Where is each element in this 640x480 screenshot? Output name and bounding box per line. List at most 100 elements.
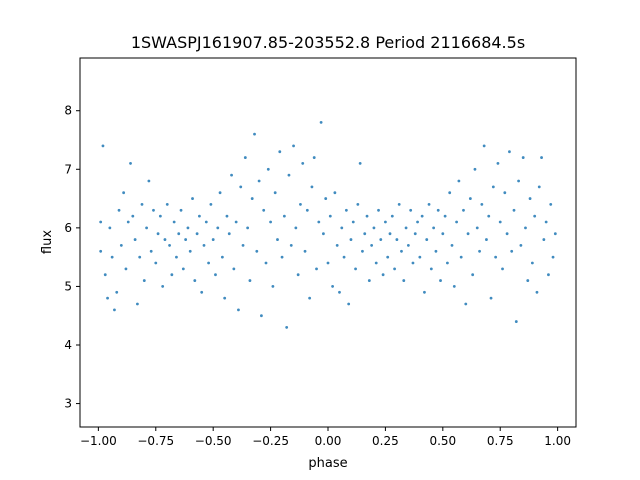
x-axis: −1.00 −0.75 −0.50 −0.25 0.00 0.25 0.50 0.75 1.00	[80, 427, 571, 448]
plot-frame	[79, 57, 577, 428]
data-point	[423, 290, 426, 294]
data-point	[193, 279, 197, 282]
data-point	[381, 273, 385, 277]
data-point	[223, 296, 227, 300]
data-point	[108, 226, 112, 230]
data-point	[468, 197, 472, 200]
data-point	[402, 279, 406, 282]
data-point	[354, 267, 357, 271]
data-point	[273, 191, 277, 195]
data-point	[289, 244, 293, 247]
data-point	[152, 208, 155, 212]
data-point	[115, 290, 119, 294]
data-point	[411, 261, 415, 265]
data-point	[138, 255, 142, 259]
x-tick-label: 0.00	[315, 434, 342, 448]
data-point	[110, 255, 114, 259]
data-point	[220, 255, 224, 259]
data-point	[99, 249, 103, 253]
data-point	[227, 232, 231, 236]
data-point	[473, 167, 477, 171]
data-point	[172, 220, 176, 224]
data-point	[514, 320, 518, 323]
data-point	[257, 179, 261, 183]
data-point	[170, 273, 174, 277]
data-point	[165, 203, 169, 206]
data-point	[326, 261, 330, 265]
data-point	[508, 150, 511, 154]
data-point	[175, 255, 178, 259]
data-point	[503, 191, 507, 195]
data-point	[365, 214, 369, 218]
data-point	[225, 214, 229, 218]
data-point	[209, 203, 213, 206]
data-point	[168, 244, 171, 247]
data-point	[517, 179, 520, 183]
data-point	[285, 326, 289, 329]
data-point	[322, 232, 325, 236]
data-point	[489, 296, 493, 300]
data-point	[416, 220, 419, 224]
data-point	[351, 220, 355, 224]
data-point	[255, 249, 259, 253]
y-tick-label: 8	[64, 104, 72, 118]
data-point	[340, 226, 344, 230]
data-point	[498, 220, 502, 224]
data-point	[145, 226, 148, 230]
data-point	[406, 244, 410, 247]
y-tick-label: 3	[64, 397, 72, 411]
data-point	[246, 226, 250, 230]
data-point	[530, 261, 534, 265]
data-point	[429, 267, 433, 271]
x-tick-label: −0.25	[252, 434, 289, 448]
data-point	[478, 249, 481, 253]
x-tick-label: −1.00	[80, 434, 117, 448]
data-point	[533, 214, 537, 218]
data-point	[133, 238, 137, 241]
y-tick-label: 7	[64, 162, 72, 176]
data-point	[450, 244, 454, 247]
data-point	[452, 285, 456, 288]
data-point	[305, 208, 309, 212]
data-point	[480, 203, 484, 206]
data-point	[358, 162, 362, 165]
data-point	[131, 214, 135, 218]
data-point	[400, 249, 403, 253]
data-point	[434, 249, 438, 253]
scatter-points	[99, 121, 557, 329]
data-point	[404, 226, 408, 230]
data-point	[287, 173, 291, 177]
data-point	[363, 232, 367, 236]
data-point	[413, 232, 417, 236]
data-point	[344, 208, 348, 212]
data-point	[457, 179, 461, 183]
data-point	[211, 238, 215, 241]
data-point	[140, 203, 144, 206]
data-point	[384, 220, 387, 224]
data-point	[553, 232, 557, 236]
data-point	[294, 226, 298, 230]
data-point	[271, 285, 275, 288]
data-point	[524, 226, 527, 230]
data-point	[207, 261, 210, 265]
data-point	[99, 220, 103, 224]
data-point	[505, 232, 509, 236]
data-point	[390, 214, 394, 218]
data-point	[379, 238, 383, 241]
data-point	[349, 238, 353, 241]
data-point	[276, 238, 279, 241]
x-tick-label: −0.75	[137, 434, 174, 448]
data-point	[526, 279, 530, 282]
data-point	[393, 267, 396, 271]
data-point	[253, 132, 256, 136]
data-point	[260, 314, 263, 318]
y-tick-label: 4	[64, 338, 72, 352]
data-point	[356, 203, 360, 206]
data-point	[250, 197, 254, 200]
data-point	[462, 208, 465, 212]
data-point	[459, 255, 463, 259]
data-point	[491, 185, 495, 189]
data-point	[528, 197, 532, 200]
data-point	[537, 185, 541, 189]
data-point	[319, 121, 323, 124]
